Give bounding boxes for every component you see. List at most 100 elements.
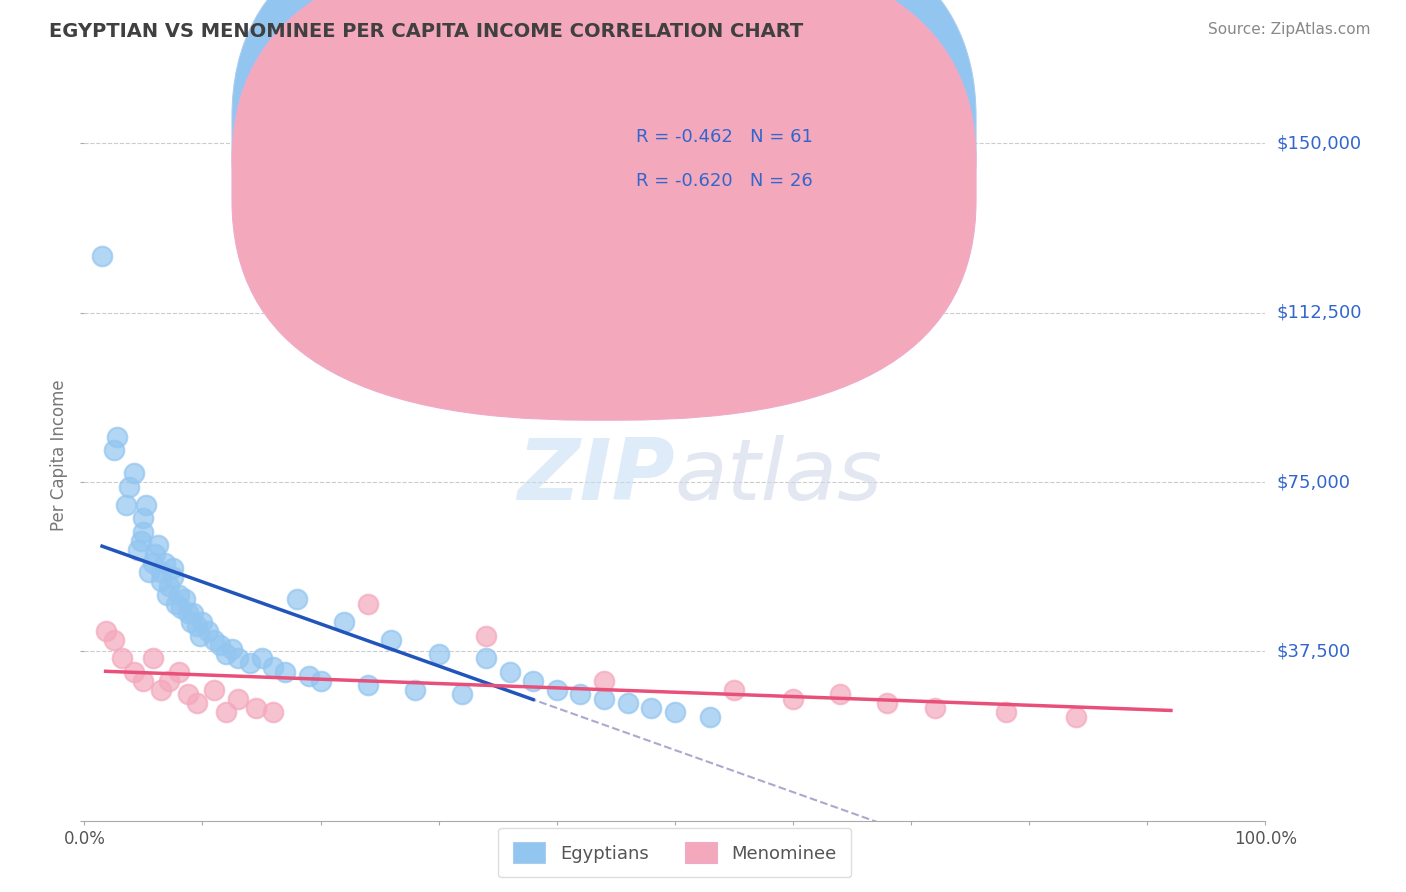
Legend: Egyptians, Menominee: Egyptians, Menominee [499, 828, 851, 878]
Point [146, 538, 169, 552]
Point [107, 430, 129, 444]
FancyBboxPatch shape [557, 103, 935, 221]
Point [427, 647, 450, 661]
Point [699, 710, 721, 724]
Point [129, 533, 152, 548]
Y-axis label: Per Capita Income: Per Capita Income [51, 379, 69, 531]
Point [122, 466, 145, 480]
Point [132, 524, 155, 539]
Point [357, 597, 380, 611]
Point [274, 665, 297, 679]
Text: Source: ZipAtlas.com: Source: ZipAtlas.com [1208, 22, 1371, 37]
Point [215, 647, 238, 661]
Point [830, 687, 852, 701]
Point [924, 700, 946, 714]
Point [640, 700, 662, 714]
Point [142, 556, 165, 570]
Point [157, 673, 180, 688]
Point [167, 588, 190, 602]
Point [150, 566, 173, 580]
Point [475, 628, 498, 642]
Point [262, 660, 284, 674]
Point [103, 633, 125, 648]
Point [262, 706, 284, 720]
Point [91, 249, 114, 263]
Point [157, 579, 180, 593]
Point [143, 547, 166, 561]
Point [197, 624, 219, 638]
Point [94, 624, 117, 638]
Text: R = -0.462   N = 61: R = -0.462 N = 61 [636, 128, 813, 145]
Point [451, 687, 474, 701]
Point [191, 615, 214, 629]
Point [114, 498, 136, 512]
Point [569, 687, 592, 701]
Point [181, 606, 204, 620]
Point [209, 638, 232, 652]
Point [180, 615, 202, 629]
Point [127, 542, 149, 557]
Point [380, 633, 402, 648]
Point [215, 706, 238, 720]
Point [226, 651, 249, 665]
Point [876, 696, 898, 710]
Point [132, 511, 155, 525]
Point [118, 479, 141, 493]
Point [404, 682, 426, 697]
Point [298, 669, 321, 683]
Point [202, 633, 225, 648]
Text: ZIP: ZIP [517, 435, 675, 518]
Point [202, 682, 225, 697]
Point [186, 619, 208, 633]
Point [132, 673, 155, 688]
Point [239, 656, 262, 670]
Point [1066, 710, 1088, 724]
Point [616, 696, 638, 710]
Point [156, 588, 179, 602]
Point [170, 601, 193, 615]
Point [309, 673, 332, 688]
Point [111, 651, 134, 665]
Point [593, 691, 616, 706]
Text: $75,000: $75,000 [1277, 473, 1351, 491]
Point [782, 691, 804, 706]
Point [162, 570, 184, 584]
Point [177, 687, 200, 701]
Point [173, 592, 195, 607]
Point [723, 682, 745, 697]
FancyBboxPatch shape [232, 0, 976, 420]
Point [994, 706, 1017, 720]
Point [546, 682, 568, 697]
Point [221, 642, 243, 657]
FancyBboxPatch shape [232, 0, 976, 376]
Point [166, 597, 188, 611]
Point [162, 561, 184, 575]
Point [167, 665, 190, 679]
Point [103, 443, 125, 458]
Text: R = -0.620   N = 26: R = -0.620 N = 26 [636, 171, 813, 190]
Point [188, 628, 211, 642]
Point [153, 556, 176, 570]
Point [664, 706, 686, 720]
Point [333, 615, 356, 629]
Point [150, 574, 173, 589]
Text: $112,500: $112,500 [1277, 303, 1362, 322]
Point [357, 678, 380, 692]
Point [142, 651, 165, 665]
Point [122, 665, 145, 679]
Point [522, 673, 544, 688]
Point [593, 673, 616, 688]
Point [498, 665, 520, 679]
Point [186, 696, 208, 710]
Point [245, 700, 267, 714]
Text: atlas: atlas [675, 435, 883, 518]
Point [135, 498, 157, 512]
Text: EGYPTIAN VS MENOMINEE PER CAPITA INCOME CORRELATION CHART: EGYPTIAN VS MENOMINEE PER CAPITA INCOME … [49, 22, 803, 41]
Point [475, 651, 498, 665]
Point [226, 691, 249, 706]
Point [150, 682, 173, 697]
Text: $37,500: $37,500 [1277, 642, 1351, 660]
Text: $150,000: $150,000 [1277, 135, 1361, 153]
Point [138, 566, 160, 580]
Point [250, 651, 273, 665]
